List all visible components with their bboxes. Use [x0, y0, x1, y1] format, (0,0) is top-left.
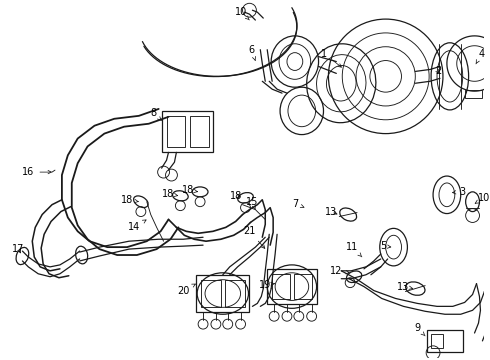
Bar [196, 275, 249, 312]
Text: 17: 17 [12, 244, 24, 254]
Text: 7: 7 [292, 199, 304, 209]
Text: 12: 12 [330, 266, 349, 276]
Text: 20: 20 [177, 284, 196, 296]
Text: 16: 16 [22, 167, 51, 177]
Text: 21: 21 [243, 226, 265, 248]
Text: 19: 19 [259, 280, 274, 290]
Bar [427, 330, 463, 352]
Bar [225, 280, 245, 307]
Bar [431, 334, 443, 348]
Text: 13: 13 [325, 207, 338, 217]
Text: 9: 9 [414, 323, 425, 336]
Text: 10: 10 [235, 7, 249, 20]
Bar [272, 274, 290, 300]
Bar [190, 116, 209, 148]
Text: 15: 15 [246, 197, 259, 210]
Text: 3: 3 [452, 187, 466, 197]
Bar [465, 90, 483, 98]
Bar [294, 274, 312, 300]
Text: 5: 5 [381, 241, 391, 251]
Text: 13: 13 [397, 282, 413, 292]
Text: 1: 1 [321, 49, 342, 67]
Text: 6: 6 [248, 45, 256, 60]
Text: 10: 10 [475, 193, 490, 203]
Text: 11: 11 [346, 242, 362, 257]
Text: 14: 14 [128, 220, 146, 233]
Bar [167, 116, 185, 148]
Text: 18: 18 [121, 195, 139, 205]
Bar [162, 111, 213, 152]
Text: 4: 4 [476, 49, 485, 64]
Bar [267, 269, 317, 305]
Bar [201, 280, 221, 307]
Text: 8: 8 [150, 108, 162, 121]
Text: 18: 18 [162, 189, 178, 199]
Text: 18: 18 [182, 185, 197, 195]
Text: 18: 18 [229, 191, 242, 201]
Text: 2: 2 [435, 66, 441, 76]
